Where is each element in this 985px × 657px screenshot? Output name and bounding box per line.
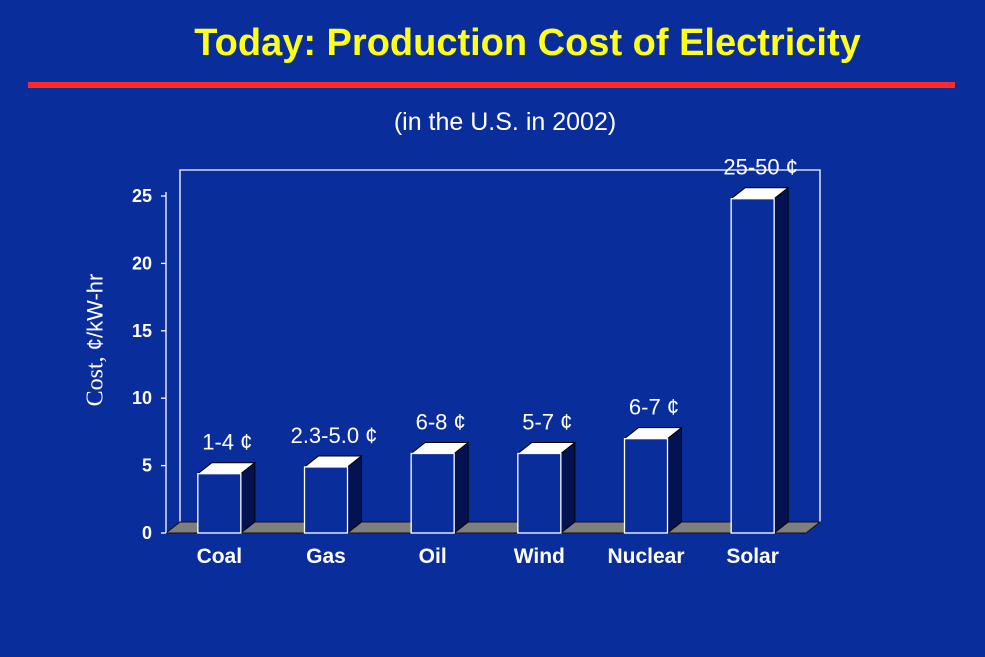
y-tick-label: 25 xyxy=(132,186,152,206)
y-tick-label: 10 xyxy=(132,388,152,408)
data-label: 6-7 ¢ xyxy=(629,395,679,420)
x-tick-label: Gas xyxy=(306,545,346,568)
x-tick-label: Nuclear xyxy=(607,545,684,568)
title-divider xyxy=(28,82,955,88)
bar-side xyxy=(240,461,256,535)
y-tick-label: 15 xyxy=(132,321,152,341)
bar xyxy=(410,452,455,534)
data-label: 1-4 ¢ xyxy=(202,430,252,455)
x-tick-label: Solar xyxy=(726,545,779,568)
data-label: 6-8 ¢ xyxy=(416,409,466,434)
page-title: Today: Production Cost of Electricity xyxy=(194,22,861,64)
x-tick-label: Coal xyxy=(197,545,243,568)
y-tick-label: 20 xyxy=(132,253,152,273)
chart-back-wall xyxy=(179,169,821,522)
bar xyxy=(303,466,349,534)
bar-side xyxy=(560,441,576,535)
chart-subtitle: (in the U.S. in 2002) xyxy=(393,108,617,136)
x-tick-label: Oil xyxy=(419,545,447,568)
y-tick-label: 5 xyxy=(142,456,152,476)
bar-side xyxy=(773,186,789,535)
bar xyxy=(730,198,775,534)
bar-side xyxy=(667,426,682,535)
bar xyxy=(517,452,562,534)
bar-side xyxy=(347,454,362,535)
data-label: 2.3-5.0 ¢ xyxy=(291,423,378,448)
data-label: 25-50 ¢ xyxy=(723,155,798,180)
data-label: 5-7 ¢ xyxy=(522,409,572,434)
x-tick-label: Wind xyxy=(514,545,565,568)
y-tick-label: 0 xyxy=(142,523,152,543)
bar xyxy=(197,473,242,534)
bar-side xyxy=(453,441,469,535)
bar xyxy=(623,437,669,534)
chart-floor xyxy=(164,521,822,534)
